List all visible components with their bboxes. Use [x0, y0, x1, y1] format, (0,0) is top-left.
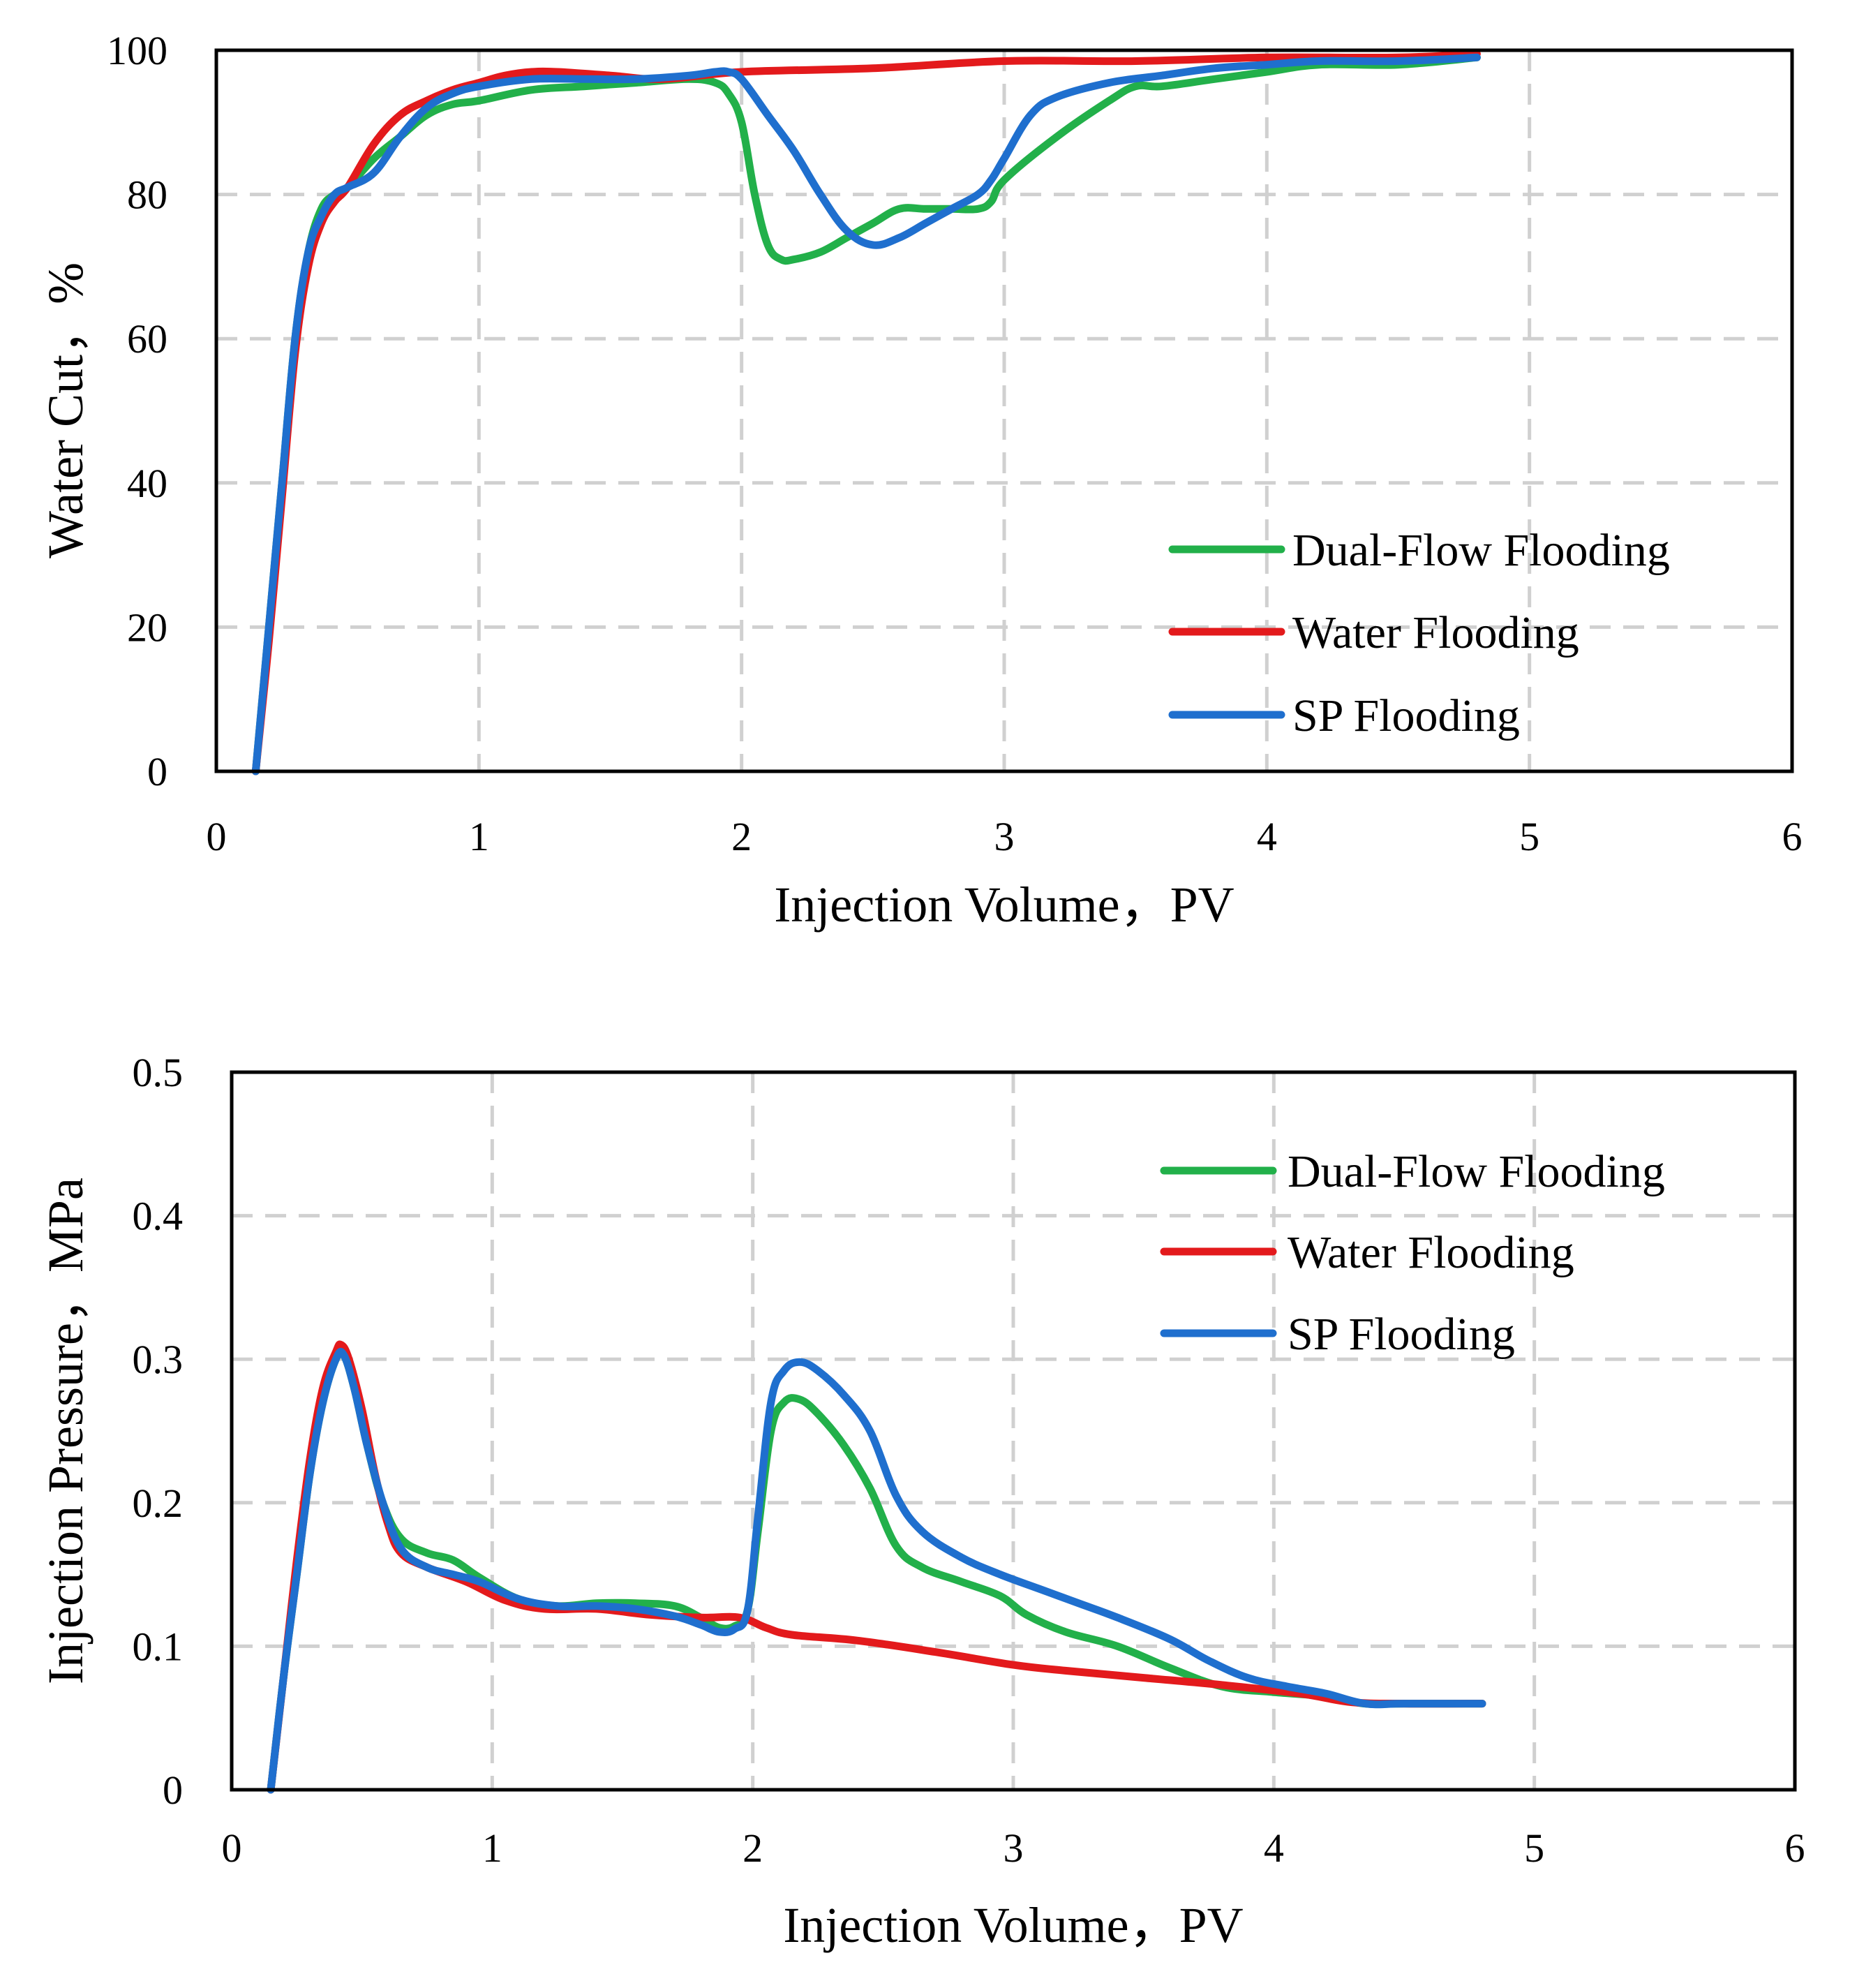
x-tick-label: 3 [1004, 1825, 1024, 1871]
injection-pressure-series-lines [271, 1344, 1482, 1790]
y-tick-label: 0 [147, 749, 167, 794]
series-line-water [271, 1344, 1482, 1790]
x-tick-label: 1 [482, 1825, 502, 1871]
series-line-water [255, 54, 1477, 771]
legend-label-sp-flooding: SP Flooding [1288, 1309, 1515, 1360]
x-tick-label: 2 [731, 814, 752, 859]
x-tick-label: 0 [207, 814, 227, 859]
injection-pressure-legend: Dual-Flow Flooding Water Flooding SP Flo… [1164, 1146, 1665, 1360]
x-tick-label: 6 [1782, 814, 1803, 859]
water-cut-y-axis-title: Water Cut，% [38, 262, 94, 558]
y-tick-label: 0.2 [133, 1481, 184, 1526]
injection-pressure-y-axis-title: Injection Pressure，MPa [38, 1178, 94, 1684]
y-tick-label: 60 [127, 316, 167, 362]
y-tick-label: 0.5 [133, 1050, 184, 1095]
water-cut-legend: Dual-Flow Flooding Water Flooding SP Flo… [1172, 525, 1670, 741]
water-cut-x-axis-title: Injection Volume，PV [774, 877, 1234, 933]
x-tick-label: 6 [1785, 1825, 1805, 1871]
y-tick-label: 0 [163, 1767, 183, 1813]
x-tick-label: 5 [1524, 1825, 1544, 1871]
x-tick-label: 1 [469, 814, 489, 859]
injection-pressure-chart: 0 1 2 3 4 5 6 0 0.1 0.2 0.3 0.4 0.5 Injection Volume… [38, 1050, 1805, 1953]
figure-canvas: 0 1 2 3 4 5 6020406080100 Injection Volume，PV … [0, 0, 1850, 1988]
legend-label-water-flooding: Water Flooding [1292, 607, 1579, 658]
legend-label-water-flooding: Water Flooding [1288, 1227, 1574, 1278]
x-tick-label: 2 [743, 1825, 763, 1871]
legend-label-sp-flooding: SP Flooding [1292, 690, 1520, 741]
legend-label-dual-flow: Dual-Flow Flooding [1292, 525, 1670, 576]
y-tick-label: 0.1 [133, 1624, 184, 1669]
series-line-dual [255, 57, 1477, 771]
y-tick-label: 40 [127, 461, 167, 506]
y-tick-label: 20 [127, 604, 167, 650]
y-tick-label: 100 [107, 28, 167, 73]
x-tick-label: 5 [1519, 814, 1539, 859]
y-tick-label: 0.4 [133, 1194, 184, 1239]
x-tick-label: 0 [222, 1825, 242, 1871]
series-line-sp [255, 57, 1477, 771]
injection-pressure-x-axis-title: Injection Volume，PV [783, 1897, 1243, 1953]
y-tick-label: 0.3 [133, 1337, 184, 1382]
y-tick-label: 80 [127, 172, 167, 218]
x-tick-label: 4 [1257, 814, 1277, 859]
x-tick-label: 3 [994, 814, 1015, 859]
x-tick-label: 4 [1264, 1825, 1284, 1871]
legend-label-dual-flow: Dual-Flow Flooding [1288, 1146, 1665, 1197]
series-line-sp [271, 1351, 1482, 1790]
water-cut-series-lines [255, 54, 1477, 771]
